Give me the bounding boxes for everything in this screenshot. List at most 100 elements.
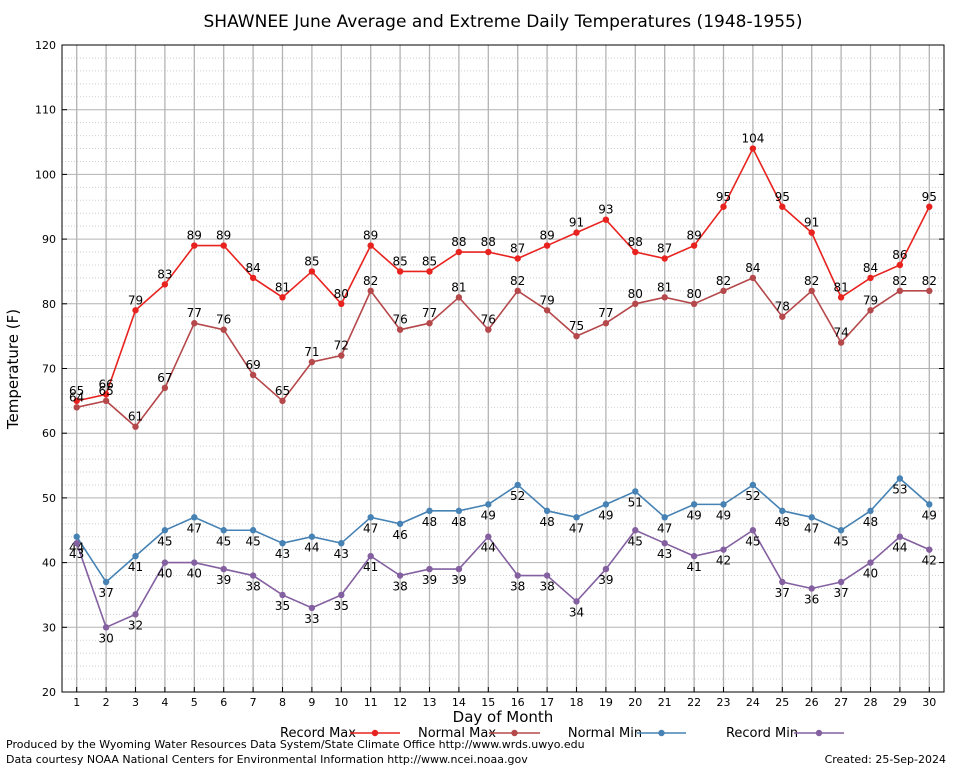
data-label-normal-min: 52 [510, 489, 525, 503]
data-label-record-min: 41 [363, 560, 378, 574]
data-point-record-min [396, 572, 404, 579]
y-tick-label: 40 [42, 557, 56, 570]
data-label-record-max: 85 [304, 254, 319, 268]
data-point-normal-min [602, 501, 610, 508]
data-point-normal-min [543, 507, 551, 515]
data-label-record-max: 80 [334, 287, 349, 301]
data-label-normal-max: 76 [216, 313, 231, 327]
data-label-normal-max: 82 [363, 274, 378, 288]
legend-item-normal-min: Normal Min [568, 726, 686, 741]
x-tick-label: 9 [308, 696, 315, 709]
data-point-record-min [132, 611, 139, 618]
data-point-normal-max [720, 287, 727, 295]
data-label-record-max: 88 [481, 235, 496, 249]
data-point-normal-min [279, 539, 286, 547]
data-label-normal-max: 81 [451, 280, 466, 294]
x-tick-label: 3 [132, 696, 139, 709]
data-label-normal-min: 45 [833, 534, 848, 548]
data-label-normal-min: 41 [128, 560, 143, 574]
x-tick-label: 21 [658, 696, 672, 709]
data-point-record-min [308, 604, 316, 612]
data-label-record-max: 86 [892, 248, 907, 262]
legend-marker-record-min [815, 729, 823, 737]
data-label-normal-min: 49 [598, 508, 613, 522]
data-point-normal-min [367, 514, 374, 521]
data-label-normal-min: 48 [422, 515, 437, 529]
data-label-normal-min: 37 [98, 586, 113, 600]
footer-data-courtesy: Data courtesy NOAA National Centers for … [6, 753, 528, 766]
x-tick-label: 18 [570, 696, 584, 709]
x-tick-label: 23 [717, 696, 731, 709]
data-point-normal-min [338, 539, 345, 547]
data-point-record-max [73, 397, 80, 405]
data-label-normal-min: 47 [569, 521, 584, 535]
x-tick-label: 4 [161, 696, 168, 709]
series-line-normal-min [76, 477, 930, 584]
data-point-record-max [161, 281, 169, 288]
data-label-record-min: 39 [451, 573, 466, 587]
legend-marker-normal-min [658, 729, 665, 737]
x-tick-label: 10 [334, 696, 348, 709]
data-point-normal-min [867, 507, 874, 515]
x-tick-label: 20 [628, 696, 642, 709]
data-point-normal-max [779, 313, 786, 320]
data-point-normal-max [632, 300, 639, 307]
data-point-normal-max [367, 287, 374, 295]
data-label-record-min: 38 [245, 580, 260, 594]
data-label-record-min: 38 [539, 580, 554, 594]
data-label-normal-max: 77 [187, 306, 202, 320]
x-tick-label: 17 [540, 696, 554, 709]
data-point-normal-max [867, 307, 874, 314]
data-point-normal-min [73, 533, 80, 540]
data-point-record-max [338, 300, 345, 307]
data-point-normal-min [102, 578, 110, 586]
data-point-normal-max [396, 326, 404, 333]
x-tick-label: 19 [599, 696, 613, 709]
series-line-record-max [76, 146, 931, 402]
data-point-record-min [514, 572, 521, 579]
x-tick-label: 1 [73, 696, 80, 709]
data-label-normal-max: 65 [98, 384, 113, 398]
data-point-normal-min [926, 501, 933, 508]
data-point-normal-min [720, 501, 727, 508]
data-label-normal-max: 69 [245, 358, 260, 372]
y-tick-label: 100 [35, 168, 56, 181]
data-point-record-max [661, 255, 668, 262]
series-line-normal-max [76, 276, 930, 428]
y-tick-label: 70 [42, 363, 56, 376]
data-label-record-min: 39 [216, 573, 231, 587]
data-point-normal-min [308, 533, 316, 540]
footer-created: Created: 25-Sep-2024 [825, 753, 946, 766]
data-label-record-max: 95 [716, 190, 731, 204]
data-point-record-min [220, 565, 227, 573]
data-point-normal-max [573, 332, 580, 340]
x-tick-label: 26 [805, 696, 819, 709]
data-point-normal-min [690, 501, 698, 508]
data-point-normal-max [485, 326, 492, 333]
data-label-normal-min: 43 [275, 547, 290, 561]
data-point-record-min [161, 559, 169, 566]
data-point-record-min [73, 539, 80, 547]
data-label-normal-max: 81 [657, 280, 672, 294]
data-label-record-min: 37 [775, 586, 790, 600]
data-label-record-min: 34 [569, 605, 584, 619]
y-axis-title: Temperature (F) [4, 309, 22, 430]
data-label-record-min: 42 [922, 554, 937, 568]
data-point-normal-max [132, 423, 139, 430]
data-label-normal-max: 82 [510, 274, 525, 288]
data-label-record-max: 89 [216, 229, 231, 243]
x-tick-label: 14 [452, 696, 466, 709]
data-point-record-max [632, 248, 639, 256]
data-label-normal-max: 67 [157, 371, 172, 385]
data-point-normal-min [191, 514, 198, 521]
legend-marker-record-max [371, 729, 379, 737]
data-label-record-max: 66 [98, 377, 113, 391]
x-tick-label: 28 [864, 696, 878, 709]
data-label-record-max: 89 [187, 229, 202, 243]
data-label-normal-max: 80 [628, 287, 643, 301]
data-point-record-max [191, 242, 198, 249]
y-tick-label: 120 [35, 39, 56, 52]
data-point-normal-max [808, 287, 815, 295]
